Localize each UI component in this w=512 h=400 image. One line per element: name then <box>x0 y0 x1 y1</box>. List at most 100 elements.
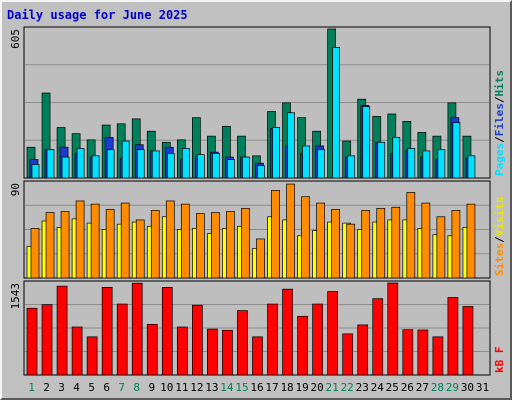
sites-bar <box>165 200 175 279</box>
pages-bar <box>136 149 145 179</box>
day-label: 1 <box>28 381 35 394</box>
pages-bar <box>76 148 85 179</box>
day-label: 28 <box>431 381 444 394</box>
kbytes-bar <box>176 326 188 376</box>
day-label: 7 <box>118 381 125 394</box>
legend-term: Visits <box>493 197 506 237</box>
pages-bar <box>257 165 265 179</box>
kbytes-bar <box>101 287 113 376</box>
sites-bar <box>286 183 295 279</box>
pages-bar <box>272 127 280 179</box>
sites-bar <box>436 216 446 279</box>
day-label: 29 <box>446 381 459 394</box>
day-label: 27 <box>416 381 429 394</box>
day-label: 26 <box>401 381 414 394</box>
pages-bar <box>91 155 100 179</box>
kbytes-bar <box>387 282 399 376</box>
kbytes-bar <box>86 336 98 376</box>
pages-bar <box>242 156 250 179</box>
sites-bar <box>361 210 371 279</box>
day-label: 21 <box>326 381 339 394</box>
day-label: 4 <box>73 381 80 394</box>
kbytes-bar <box>297 315 308 376</box>
kbytes-bar <box>462 306 474 376</box>
pages-bar <box>392 137 401 179</box>
sites-bar <box>346 223 356 279</box>
sites-bar <box>120 202 130 279</box>
sites-bar <box>301 196 310 279</box>
kbytes-bar <box>282 288 293 376</box>
day-label: 31 <box>476 381 489 394</box>
pages-bar <box>227 159 235 179</box>
pages-bar <box>467 155 476 179</box>
pages-bar <box>106 149 115 179</box>
kbytes-bar <box>447 297 459 376</box>
sites-bar <box>226 211 235 279</box>
kbytes-bar <box>312 303 323 376</box>
sites-bar <box>466 203 476 279</box>
kbytes-bar <box>131 282 143 376</box>
legend-term: / <box>493 96 506 103</box>
day-label: 8 <box>133 381 140 394</box>
pages-bar <box>151 150 160 179</box>
day-label: 12 <box>190 381 203 394</box>
pages-bar <box>407 148 416 179</box>
legend-term: / <box>493 236 506 243</box>
day-label: 23 <box>356 381 369 394</box>
pages-bar <box>181 148 190 179</box>
kbytes-bar <box>161 287 173 376</box>
pages-bar <box>452 122 461 179</box>
sites-bar <box>150 210 160 279</box>
day-label: 20 <box>311 381 324 394</box>
kbytes-bar <box>222 329 233 376</box>
day-label: 24 <box>371 381 385 394</box>
legend-term: Hits <box>493 70 506 97</box>
kbytes-bar <box>267 303 278 376</box>
pages-bar <box>362 106 371 179</box>
day-label: 5 <box>88 381 95 394</box>
kbytes-bar <box>237 310 248 376</box>
kbytes-bar <box>71 326 83 376</box>
panel-1-ymax-label: 605 <box>9 29 22 49</box>
legend-term: kB <box>493 353 506 373</box>
sites-bar <box>331 209 340 279</box>
kbytes-bar <box>327 291 338 376</box>
sites-bar <box>135 219 145 279</box>
sites-bar <box>30 228 40 279</box>
kbytes-bar <box>417 329 429 376</box>
pages-bar <box>302 145 310 179</box>
legend-term: Files <box>493 103 506 136</box>
pages-bar <box>212 153 220 179</box>
day-label: 6 <box>103 381 110 394</box>
day-label: 11 <box>175 381 188 394</box>
sites-bar <box>271 190 280 279</box>
kbytes-bar <box>432 336 444 376</box>
pages-bar <box>437 149 446 179</box>
pages-bar <box>46 149 55 179</box>
kbytes-bar <box>252 336 263 376</box>
day-label: 10 <box>160 381 173 394</box>
panel-2-ymax-label: 90 <box>9 183 22 196</box>
day-label: 14 <box>220 381 234 394</box>
panel-2-legend: Sites/Visits <box>493 197 506 277</box>
sites-bar <box>256 238 265 279</box>
sites-bar <box>180 203 190 279</box>
day-label: 3 <box>58 381 65 394</box>
sites-bar <box>75 200 85 279</box>
legend-term: F <box>493 347 506 354</box>
kbytes-bar <box>342 333 354 376</box>
day-label: 13 <box>205 381 218 394</box>
sites-bar <box>421 202 431 279</box>
day-label: 17 <box>265 381 278 394</box>
kbytes-bar <box>56 285 68 376</box>
kbytes-bar <box>192 304 203 376</box>
panel-3-legend: kB F <box>493 347 506 374</box>
day-label: 25 <box>386 381 399 394</box>
day-label: 22 <box>341 381 354 394</box>
sites-bar <box>211 212 220 279</box>
sites-bar <box>376 207 386 279</box>
kbytes-bar <box>357 324 369 376</box>
day-label: 18 <box>280 381 293 394</box>
